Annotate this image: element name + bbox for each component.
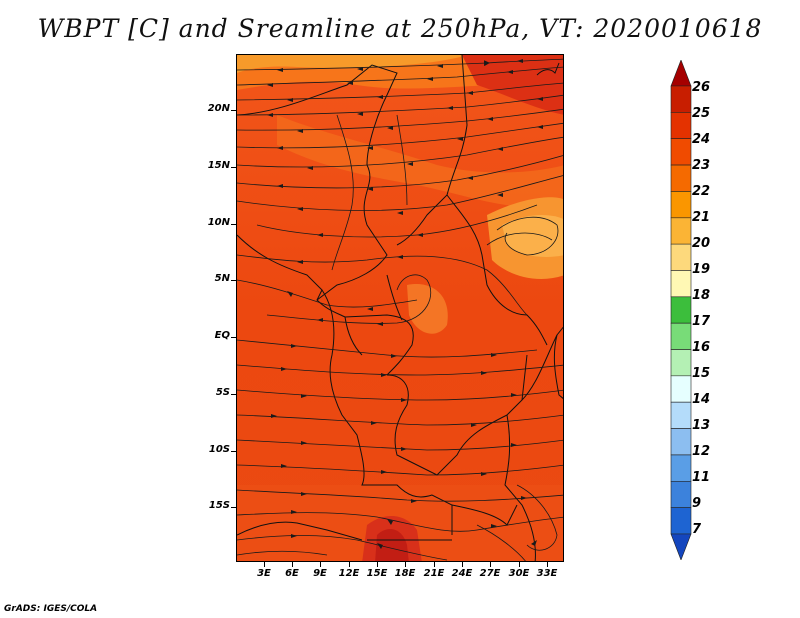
map-panel <box>236 54 564 562</box>
lat-label: 15N <box>207 160 230 171</box>
colorbar-label: 12 <box>692 444 711 459</box>
colorbar-swatch <box>670 296 692 324</box>
lon-label: 12E <box>338 568 360 579</box>
lat-label: 15S <box>208 500 230 511</box>
lon-tick <box>349 562 350 567</box>
lat-tick <box>231 280 236 281</box>
colorbar-label: 18 <box>692 288 711 303</box>
lat-tick <box>231 167 236 168</box>
lon-tick <box>377 562 378 567</box>
colorbar-swatch <box>670 243 692 271</box>
lon-label: 27E <box>479 568 501 579</box>
lat-label: 5N <box>214 273 230 284</box>
colorbar-swatch <box>670 533 692 560</box>
lon-tick <box>434 562 435 567</box>
lon-label: 15E <box>366 568 388 579</box>
colorbar-swatch <box>670 349 692 377</box>
lon-tick <box>405 562 406 567</box>
colorbar-swatch <box>670 60 692 87</box>
colorbar <box>670 60 692 560</box>
colorbar-label: 24 <box>692 132 711 147</box>
colorbar-label: 21 <box>692 210 711 225</box>
lon-tick <box>519 562 520 567</box>
lon-label: 30E <box>508 568 530 579</box>
colorbar-label: 20 <box>692 236 711 251</box>
streamlines <box>237 58 563 561</box>
colorbar-swatch <box>670 112 692 140</box>
lon-label: 21E <box>423 568 445 579</box>
colorbar-swatch <box>670 428 692 456</box>
lat-label: 10N <box>207 217 230 228</box>
wbpt-shading <box>237 55 563 561</box>
lon-label: 6E <box>285 568 299 579</box>
colorbar-swatch <box>670 85 692 113</box>
lon-tick <box>547 562 548 567</box>
lat-label: 20N <box>207 103 230 114</box>
colorbar-swatch <box>670 164 692 192</box>
lon-label: 9E <box>313 568 327 579</box>
colorbar-label: 15 <box>692 366 711 381</box>
colorbar-label: 9 <box>692 496 702 511</box>
colorbar-label: 13 <box>692 418 711 433</box>
colorbar-swatch <box>670 191 692 219</box>
lon-tick <box>462 562 463 567</box>
lat-tick <box>231 394 236 395</box>
lon-label: 33E <box>536 568 558 579</box>
colorbar-label: 7 <box>692 522 702 537</box>
lon-tick <box>490 562 491 567</box>
colorbar-swatch <box>670 270 692 298</box>
colorbar-label: 17 <box>692 314 711 329</box>
colorbar-swatch <box>670 322 692 350</box>
colorbar-swatch <box>670 507 692 535</box>
colorbar-swatch <box>670 454 692 482</box>
lon-tick <box>292 562 293 567</box>
lat-tick <box>231 224 236 225</box>
colorbar-swatch <box>670 138 692 166</box>
lon-tick <box>264 562 265 567</box>
colorbar-swatch <box>670 480 692 508</box>
colorbar-label: 26 <box>692 80 711 95</box>
lat-tick <box>231 507 236 508</box>
colorbar-swatch <box>670 375 692 403</box>
flow-arrows <box>267 59 543 549</box>
lon-label: 18E <box>394 568 416 579</box>
lat-tick <box>231 451 236 452</box>
colorbar-label: 22 <box>692 184 711 199</box>
colorbar-swatch <box>670 401 692 429</box>
country-borders <box>237 55 563 561</box>
colorbar-label: 25 <box>692 106 711 121</box>
colorbar-label: 16 <box>692 340 711 355</box>
colorbar-label: 19 <box>692 262 711 277</box>
credit-text: GrADS: IGES/COLA <box>4 604 98 614</box>
lat-label: 5S <box>215 387 230 398</box>
colorbar-swatch <box>670 217 692 245</box>
colorbar-label: 11 <box>692 470 711 485</box>
colorbar-label: 14 <box>692 392 711 407</box>
lat-tick <box>231 337 236 338</box>
lat-label: EQ <box>214 330 230 341</box>
lat-tick <box>231 110 236 111</box>
lon-label: 3E <box>257 568 271 579</box>
map-title: WBPT [C] and Sreamline at 250hPa, VT: 20… <box>37 14 763 43</box>
colorbar-label: 23 <box>692 158 711 173</box>
lon-label: 24E <box>451 568 473 579</box>
map-canvas <box>237 55 563 561</box>
lon-tick <box>320 562 321 567</box>
lat-label: 10S <box>208 444 230 455</box>
